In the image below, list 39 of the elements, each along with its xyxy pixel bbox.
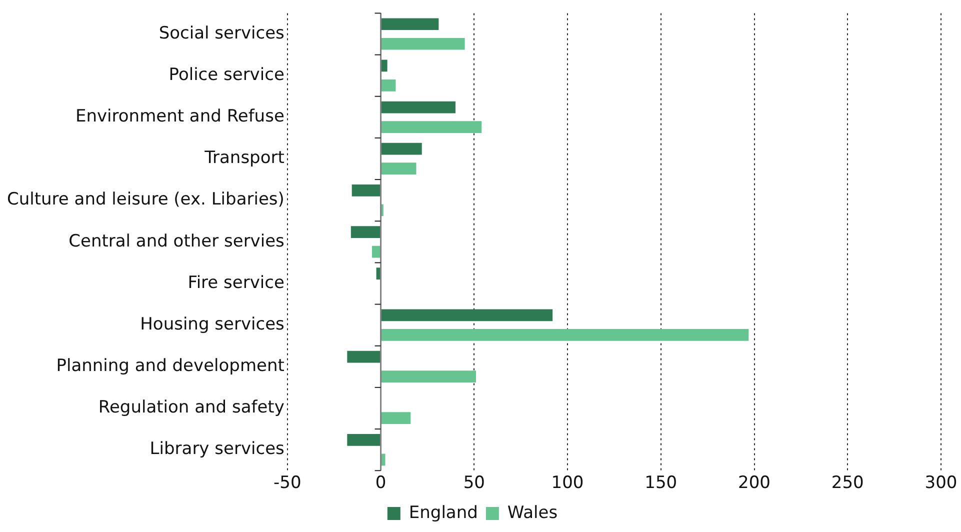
- x-tick-label: 0: [375, 473, 386, 494]
- bar: [347, 434, 380, 446]
- bar: [381, 329, 749, 341]
- y-tick-label: Fire service: [188, 272, 284, 293]
- x-tick-label: -50: [274, 473, 302, 494]
- bar: [381, 309, 553, 322]
- bar: [381, 162, 416, 175]
- bar: [381, 38, 465, 50]
- bar: [381, 80, 396, 92]
- bar: [381, 60, 388, 72]
- y-tick-label: Central and other servies: [68, 231, 285, 252]
- y-tick-label: Library services: [150, 439, 285, 460]
- bar: [381, 121, 482, 133]
- bar: [381, 101, 456, 114]
- y-tick-label: Housing services: [140, 314, 285, 334]
- y-tick-label: Regulation and safety: [98, 398, 284, 418]
- bar: [381, 412, 411, 424]
- y-tick-label: Culture and leisure (ex. Libaries): [6, 190, 284, 210]
- x-tick-label: 100: [551, 473, 584, 494]
- y-tick-label: Planning and development: [56, 356, 285, 376]
- y-tick-label: Transport: [204, 148, 285, 168]
- x-tick-label: 250: [831, 473, 864, 494]
- bar: [352, 184, 380, 196]
- x-tick-label: 150: [644, 473, 678, 494]
- legend-label: England: [408, 502, 478, 523]
- y-tick-label: Environment and Refuse: [75, 106, 284, 127]
- bar: [381, 18, 439, 30]
- x-tick-label: 50: [463, 473, 485, 494]
- x-tick-label: 300: [924, 473, 958, 494]
- bar: [381, 142, 422, 155]
- y-tick-label: Police service: [168, 64, 284, 85]
- bar: [381, 370, 476, 382]
- y-tick-label: Social services: [158, 23, 285, 44]
- bar: [372, 246, 380, 258]
- bar: [381, 454, 386, 466]
- legend-label: Wales: [507, 502, 558, 523]
- x-tick-label: 200: [738, 473, 770, 494]
- bar: [347, 350, 380, 363]
- bar: [350, 226, 380, 238]
